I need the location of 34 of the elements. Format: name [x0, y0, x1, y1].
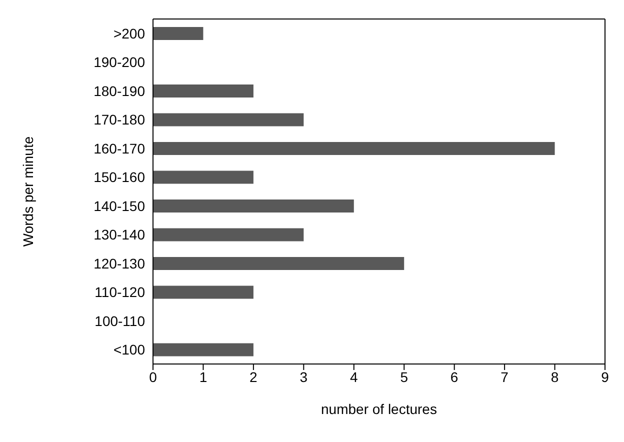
bar — [153, 286, 254, 299]
x-tick-label: 7 — [500, 368, 509, 385]
bar — [153, 113, 304, 126]
x-axis-title: number of lectures — [321, 401, 437, 417]
bar — [153, 200, 354, 212]
x-tick-label: 2 — [250, 368, 258, 385]
y-tick-label: <100 — [113, 342, 146, 358]
x-tick-label: 9 — [601, 368, 610, 385]
x-tick-label: 5 — [400, 368, 408, 385]
y-tick-label: >200 — [113, 25, 146, 42]
bar — [153, 142, 555, 155]
y-tick-label: 190-200 — [94, 54, 146, 70]
x-tick-label: 4 — [350, 368, 358, 385]
y-tick-label: 120-130 — [94, 255, 146, 272]
bar — [153, 228, 304, 242]
x-tick-label: 3 — [300, 368, 308, 385]
x-tick-label: 1 — [199, 368, 208, 385]
y-tick-label: 110-120 — [94, 284, 146, 300]
y-tick-label: 100-110 — [94, 312, 146, 329]
y-tick-label: 130-140 — [94, 226, 146, 243]
bar — [153, 84, 254, 98]
y-tick-label: 160-170 — [94, 140, 146, 156]
bar — [153, 343, 254, 356]
bar — [153, 170, 254, 184]
y-tick-label: 150-160 — [94, 169, 146, 186]
y-tick-label: 140-150 — [94, 198, 146, 214]
x-tick-label: 0 — [149, 368, 158, 385]
x-tick-label: 6 — [450, 368, 458, 385]
bar — [153, 27, 204, 40]
bar — [153, 257, 404, 270]
y-tick-label: 180-190 — [94, 82, 146, 99]
x-tick-label: 8 — [550, 368, 559, 385]
y-axis-title: Words per minute — [20, 136, 36, 247]
y-tick-label: 170-180 — [94, 112, 146, 128]
